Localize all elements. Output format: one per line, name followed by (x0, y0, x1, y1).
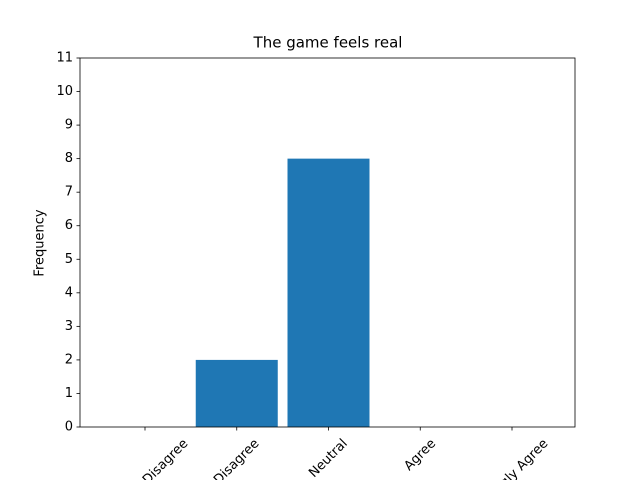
x-tick-label: Agree (401, 436, 439, 474)
chart-title: The game feels real (253, 34, 403, 52)
y-tick-label: 8 (65, 151, 73, 166)
y-tick-label: 11 (56, 51, 73, 66)
y-axis-label: Frequency (33, 209, 48, 276)
bar (287, 158, 370, 428)
x-tick-label: Strongly Disagree (99, 436, 192, 480)
y-tick-label: 0 (65, 420, 73, 435)
plot-frame (79, 57, 576, 428)
y-tick-label: 1 (65, 386, 73, 401)
y-tick-label: 10 (56, 84, 73, 99)
y-tick-label: 6 (65, 218, 73, 233)
x-tick-label: Strongly Agree (473, 436, 552, 480)
x-tick-label: Disagree (211, 436, 262, 480)
y-tick-label: 5 (65, 252, 73, 267)
bar (195, 359, 278, 427)
y-tick-label: 7 (65, 185, 73, 200)
x-tick-label: Neutral (306, 436, 351, 480)
y-tick-label: 4 (65, 285, 73, 300)
y-tick-label: 3 (65, 319, 73, 334)
y-tick-label: 9 (65, 118, 73, 133)
y-tick-label: 2 (65, 352, 73, 367)
